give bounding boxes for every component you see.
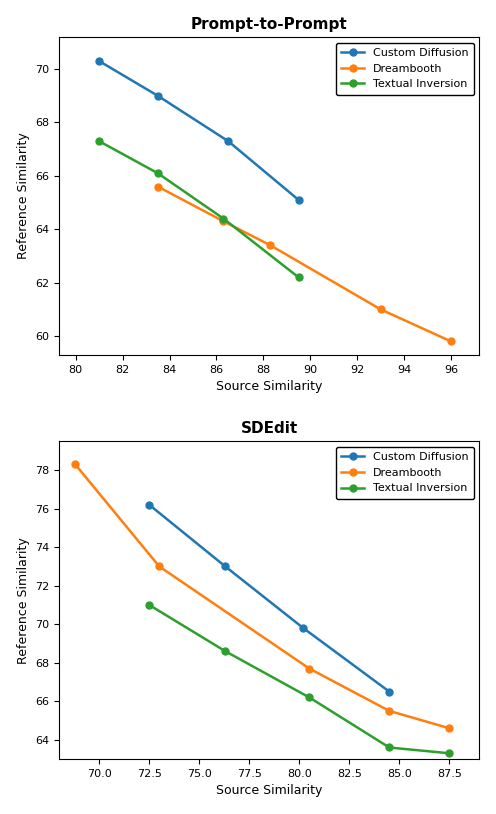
Title: SDEdit: SDEdit	[241, 421, 298, 435]
Textual Inversion	[296, 273, 302, 282]
Custom Diffusion	[146, 500, 152, 510]
Dreambooth	[156, 562, 162, 571]
Line: Custom Diffusion: Custom Diffusion	[146, 501, 393, 695]
Textual Inversion	[155, 168, 161, 178]
Line: Textual Inversion: Textual Inversion	[96, 138, 302, 281]
Textual Inversion	[96, 136, 102, 146]
Dreambooth	[378, 304, 384, 314]
Textual Inversion	[146, 600, 152, 610]
Title: Prompt-to-Prompt: Prompt-to-Prompt	[191, 16, 348, 32]
Dreambooth	[221, 217, 227, 226]
Y-axis label: Reference Similarity: Reference Similarity	[17, 536, 30, 663]
Custom Diffusion	[296, 195, 302, 205]
Dreambooth	[446, 724, 452, 733]
Custom Diffusion	[386, 687, 392, 697]
Textual Inversion	[386, 742, 392, 752]
Dreambooth	[386, 706, 392, 716]
Custom Diffusion	[300, 624, 306, 633]
Dreambooth	[267, 240, 273, 250]
Dreambooth	[307, 663, 312, 673]
Textual Inversion	[307, 693, 312, 702]
Dreambooth	[72, 459, 78, 469]
Textual Inversion	[221, 214, 227, 224]
Custom Diffusion	[222, 562, 228, 571]
Y-axis label: Reference Similarity: Reference Similarity	[17, 133, 30, 260]
Line: Dreambooth: Dreambooth	[72, 461, 453, 732]
Custom Diffusion	[96, 56, 102, 66]
Custom Diffusion	[155, 91, 161, 101]
Textual Inversion	[222, 646, 228, 656]
Line: Dreambooth: Dreambooth	[154, 183, 455, 345]
Dreambooth	[155, 182, 161, 191]
X-axis label: Source Similarity: Source Similarity	[216, 380, 322, 393]
Dreambooth	[448, 337, 454, 347]
Textual Inversion	[446, 748, 452, 758]
Legend: Custom Diffusion, Dreambooth, Textual Inversion: Custom Diffusion, Dreambooth, Textual In…	[336, 42, 474, 94]
Line: Custom Diffusion: Custom Diffusion	[96, 58, 302, 204]
Line: Textual Inversion: Textual Inversion	[146, 602, 453, 757]
Legend: Custom Diffusion, Dreambooth, Textual Inversion: Custom Diffusion, Dreambooth, Textual In…	[336, 447, 474, 499]
Custom Diffusion	[225, 136, 231, 146]
X-axis label: Source Similarity: Source Similarity	[216, 785, 322, 798]
